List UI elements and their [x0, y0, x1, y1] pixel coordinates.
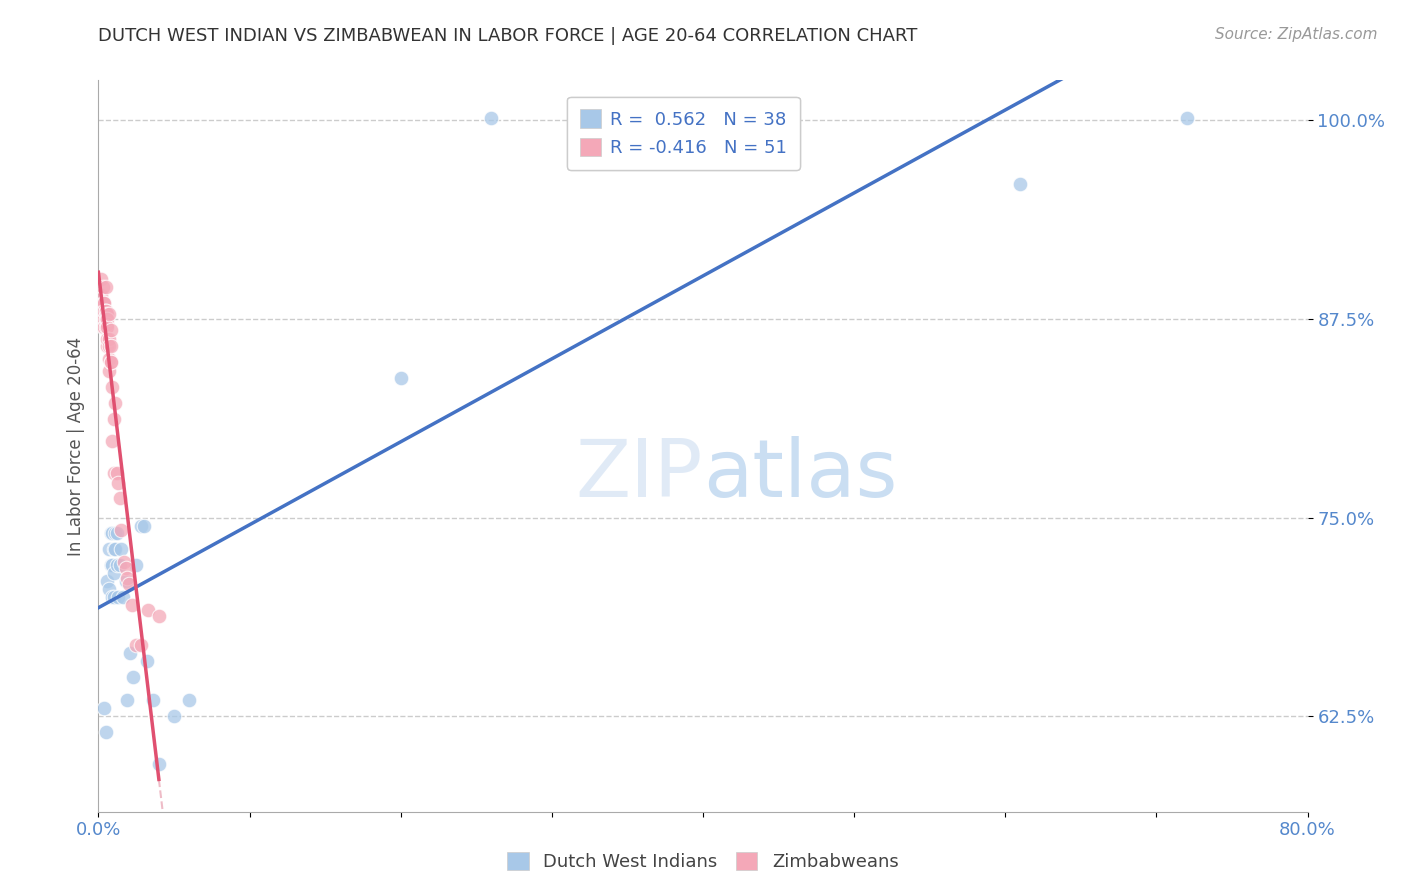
- Point: [125, 638, 148, 652]
- Point: [100, 355, 122, 369]
- Point: [481, 112, 503, 126]
- Point: [93, 311, 115, 326]
- Point: [103, 566, 125, 581]
- Point: [108, 491, 131, 506]
- Point: [122, 669, 145, 683]
- Point: [96, 333, 118, 347]
- Point: [98, 339, 121, 353]
- Point: [90, 303, 112, 318]
- Point: [105, 466, 128, 480]
- Point: [98, 582, 121, 596]
- Point: [105, 558, 128, 573]
- Point: [93, 296, 115, 310]
- Point: [101, 434, 124, 449]
- Point: [1010, 177, 1032, 191]
- Point: [94, 303, 117, 318]
- Point: [96, 311, 118, 326]
- Point: [114, 561, 136, 575]
- Point: [98, 333, 121, 347]
- Point: [93, 319, 115, 334]
- Point: [103, 590, 125, 604]
- Point: [114, 574, 136, 589]
- Point: [100, 526, 122, 541]
- Point: [98, 307, 121, 321]
- Legend: Dutch West Indians, Zimbabweans: Dutch West Indians, Zimbabweans: [501, 845, 905, 879]
- Point: [100, 339, 122, 353]
- Point: [132, 518, 155, 533]
- Point: [135, 654, 157, 668]
- Point: [107, 590, 129, 604]
- Point: [105, 526, 128, 541]
- Point: [129, 518, 152, 533]
- Point: [91, 280, 114, 294]
- Point: [96, 574, 118, 589]
- Point: [104, 542, 127, 557]
- Point: [98, 351, 121, 366]
- Point: [91, 311, 114, 326]
- Point: [125, 558, 148, 573]
- Point: [121, 598, 143, 612]
- Point: [148, 609, 170, 624]
- Point: [110, 523, 132, 537]
- Point: [101, 558, 124, 573]
- Point: [90, 272, 112, 286]
- Point: [142, 693, 165, 707]
- Point: [148, 757, 170, 772]
- Point: [112, 555, 135, 569]
- Point: [129, 638, 152, 652]
- Point: [91, 296, 114, 310]
- Point: [93, 296, 115, 310]
- Point: [111, 590, 134, 604]
- Point: [115, 571, 138, 585]
- Point: [1175, 112, 1198, 126]
- Point: [90, 288, 112, 302]
- Point: [389, 370, 412, 384]
- Point: [100, 355, 122, 369]
- Point: [118, 577, 141, 591]
- Point: [94, 311, 117, 326]
- Point: [104, 526, 127, 541]
- Text: atlas: atlas: [703, 436, 897, 515]
- Point: [91, 319, 114, 334]
- Point: [96, 339, 118, 353]
- Point: [94, 303, 117, 318]
- Point: [571, 116, 593, 130]
- Point: [103, 542, 125, 557]
- Point: [163, 709, 186, 723]
- Point: [115, 693, 138, 707]
- Point: [179, 693, 201, 707]
- Point: [103, 466, 125, 480]
- Point: [94, 319, 117, 334]
- Point: [101, 590, 124, 604]
- Point: [93, 303, 115, 318]
- Point: [94, 280, 117, 294]
- Point: [120, 646, 142, 660]
- Point: [100, 558, 122, 573]
- Point: [98, 364, 121, 378]
- Y-axis label: In Labor Force | Age 20-64: In Labor Force | Age 20-64: [66, 336, 84, 556]
- Point: [103, 412, 125, 426]
- Text: Source: ZipAtlas.com: Source: ZipAtlas.com: [1215, 27, 1378, 42]
- Point: [94, 311, 117, 326]
- Legend: R =  0.562   N = 38, R = -0.416   N = 51: R = 0.562 N = 38, R = -0.416 N = 51: [567, 96, 800, 169]
- Point: [96, 317, 118, 331]
- Point: [101, 526, 124, 541]
- Point: [96, 319, 118, 334]
- Point: [93, 701, 115, 715]
- Point: [110, 542, 132, 557]
- Point: [136, 603, 159, 617]
- Point: [98, 542, 121, 557]
- Text: ZIP: ZIP: [575, 436, 703, 515]
- Point: [104, 396, 127, 410]
- Point: [108, 558, 131, 573]
- Point: [100, 323, 122, 337]
- Text: DUTCH WEST INDIAN VS ZIMBABWEAN IN LABOR FORCE | AGE 20-64 CORRELATION CHART: DUTCH WEST INDIAN VS ZIMBABWEAN IN LABOR…: [98, 27, 918, 45]
- Point: [101, 380, 124, 394]
- Point: [94, 725, 117, 739]
- Point: [107, 475, 129, 490]
- Point: [96, 307, 118, 321]
